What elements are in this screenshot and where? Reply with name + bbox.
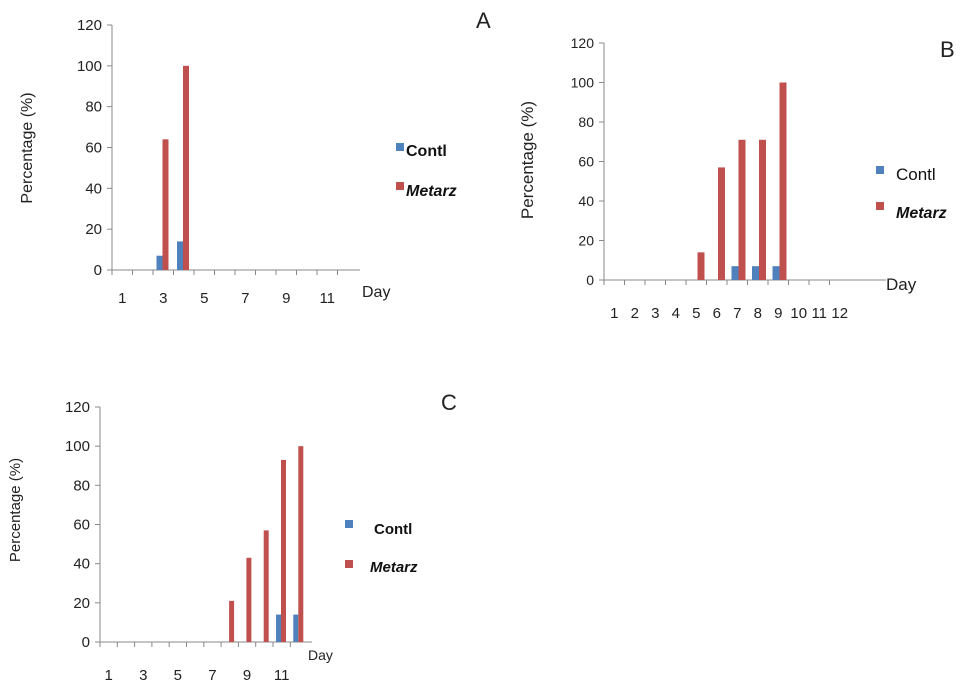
x-tick-label: 9 <box>243 667 251 684</box>
x-tick-label: 5 <box>200 290 208 307</box>
panel-label: B <box>940 37 955 62</box>
y-tick-label: 120 <box>77 17 102 34</box>
legend-swatch-metarz <box>396 182 404 190</box>
y-tick-label: 60 <box>85 140 102 157</box>
y-axis-title: Percentage (%) <box>518 101 537 219</box>
y-tick-label: 120 <box>65 399 90 416</box>
bar-metarz <box>246 557 252 642</box>
bar-contl <box>276 614 281 642</box>
x-tick-label: 10 <box>790 305 807 322</box>
y-tick-label: 60 <box>578 154 594 170</box>
x-tick-label: 7 <box>733 305 741 322</box>
bar-contl <box>731 266 739 280</box>
legend-swatch-contl <box>396 143 404 151</box>
x-tick-label: 9 <box>774 305 782 322</box>
x-tick-label: 3 <box>139 667 147 684</box>
x-tick-label: 12 <box>831 305 848 322</box>
bar-metarz <box>738 139 746 280</box>
x-tick-label: 4 <box>672 305 680 322</box>
x-tick-label: 5 <box>692 305 700 322</box>
bar-metarz <box>697 252 705 280</box>
y-tick-label: 120 <box>571 35 595 51</box>
legend-swatch-metarz <box>345 560 353 568</box>
bar-contl <box>293 614 299 642</box>
y-tick-label: 80 <box>73 477 90 494</box>
y-tick-label: 80 <box>85 99 102 116</box>
y-tick-label: 60 <box>73 517 90 534</box>
chart-panel-c: 0 20 40 60 80 100 120 1 3 5 7 9 11 Day Percentage (%) C… <box>7 390 457 684</box>
x-tick-label: 1 <box>104 667 112 684</box>
legend-label-contl: Contl <box>374 521 412 538</box>
y-tick-label: 0 <box>586 272 594 288</box>
y-tick-label: 40 <box>578 193 594 209</box>
legend-label-metarz: Metarz <box>370 559 418 576</box>
legend-label-contl: Contl <box>406 143 447 160</box>
bar-contl <box>752 266 759 280</box>
x-tick-label: 1 <box>118 290 126 307</box>
x-axis-title: Day <box>308 647 333 663</box>
bar-metarz <box>229 600 235 642</box>
panel-label: A <box>476 8 491 33</box>
legend-swatch-metarz <box>876 202 884 210</box>
legend-label-contl: Contl <box>896 165 936 184</box>
bar-contl <box>177 241 183 270</box>
y-tick-label: 40 <box>85 180 102 197</box>
chart-panel-a: 0 20 40 60 80 100 120 1 3 5 7 9 11 Day Percentage (%) A… <box>19 8 491 307</box>
x-tick-label: 9 <box>282 290 290 307</box>
y-tick-label: 100 <box>65 438 90 455</box>
y-tick-label: 20 <box>85 221 102 238</box>
bar-metarz <box>162 139 169 270</box>
x-tick-label: 6 <box>713 305 721 322</box>
bar-contl <box>772 266 780 280</box>
x-tick-label: 5 <box>174 667 182 684</box>
bar-contl <box>156 255 163 270</box>
y-axis-title: Percentage (%) <box>19 92 36 203</box>
bar-metarz <box>779 82 787 280</box>
y-tick-label: 100 <box>571 75 595 91</box>
legend-label-metarz: Metarz <box>896 205 947 222</box>
y-tick-label: 20 <box>578 233 594 249</box>
bar-metarz <box>759 139 766 280</box>
x-tick-label: 11 <box>811 305 827 322</box>
x-tick-label: 11 <box>274 667 290 684</box>
y-tick-label: 40 <box>73 556 90 573</box>
legend-label-metarz: Metarz <box>406 183 457 200</box>
bar-metarz <box>183 65 189 270</box>
x-tick-label: 3 <box>159 290 167 307</box>
x-tick-label: 11 <box>319 290 335 307</box>
legend-swatch-contl <box>345 520 353 528</box>
bar-metarz <box>263 530 269 642</box>
y-tick-label: 80 <box>578 114 594 130</box>
legend-swatch-contl <box>876 166 884 174</box>
y-tick-label: 20 <box>73 595 90 612</box>
panel-label: C <box>441 390 457 415</box>
x-axis-title: Day <box>362 284 390 301</box>
x-tick-label: 1 <box>610 305 618 322</box>
bar-metarz <box>281 459 286 642</box>
x-tick-label: 3 <box>651 305 659 322</box>
y-tick-label: 0 <box>94 262 102 279</box>
x-tick-label: 8 <box>754 305 762 322</box>
x-tick-label: 2 <box>631 305 639 322</box>
y-axis-title: Percentage (%) <box>7 458 24 562</box>
y-tick-label: 100 <box>77 58 102 75</box>
x-tick-label: 7 <box>241 290 249 307</box>
bar-metarz <box>718 167 725 280</box>
x-tick-label: 7 <box>208 667 216 684</box>
bar-metarz <box>298 446 304 642</box>
x-axis-title: Day <box>886 275 917 294</box>
y-tick-label: 0 <box>82 634 90 651</box>
